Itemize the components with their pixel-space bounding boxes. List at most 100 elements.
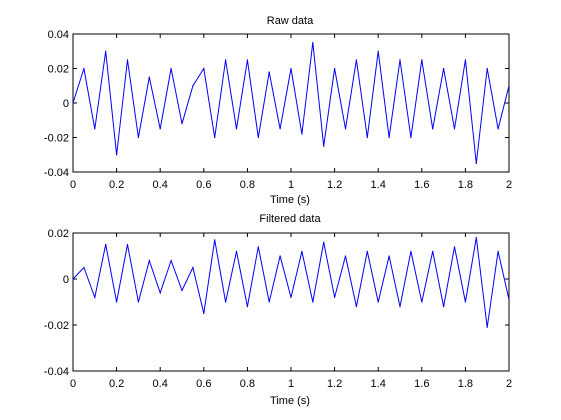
raw-data-data-point xyxy=(464,59,466,61)
raw-data-data-point xyxy=(443,67,445,70)
filtered-data-data-point xyxy=(323,241,325,243)
raw-data-data-point xyxy=(355,59,357,61)
raw-data-data-point xyxy=(279,128,281,130)
filtered-data-data-point xyxy=(83,266,85,269)
filtered-data-data-point xyxy=(399,306,401,308)
filtered-data-xtick-label: 1.4 xyxy=(371,378,386,390)
filtered-data-xtick-label: 0.6 xyxy=(196,378,211,390)
raw-data-axes-box xyxy=(72,33,510,173)
raw-data-data-point xyxy=(334,67,336,70)
raw-data-data-point xyxy=(410,136,412,139)
filtered-data-data-point xyxy=(159,292,161,294)
raw-data-data-point xyxy=(453,128,456,130)
filtered-data-data-point xyxy=(443,306,445,308)
raw-data-ytick-label: 0.04 xyxy=(48,29,69,41)
raw-data-data-point xyxy=(94,128,96,130)
filtered-data-data-point xyxy=(137,301,139,303)
raw-data-data-point xyxy=(170,67,172,70)
filtered-data-data-point xyxy=(94,296,96,298)
filtered-data-data-point xyxy=(421,301,423,303)
raw-data-data-point xyxy=(83,67,85,70)
filtered-data-data-point xyxy=(344,255,347,257)
filtered-data-data-point xyxy=(453,246,456,248)
filtered-data-xticks: 0 0.2 0.4 0.6 0.8 1 1.2 1.4 1.6 1.8 2 xyxy=(70,233,512,390)
filtered-data-data-point xyxy=(279,255,281,257)
filtered-data-data-point xyxy=(410,250,412,252)
filtered-data-xtick-label: 1.2 xyxy=(327,378,342,390)
raw-data-xtick-label: 0.2 xyxy=(109,179,124,191)
raw-data-ytick-label: -0.02 xyxy=(44,133,69,145)
filtered-data-data-point xyxy=(116,301,118,303)
raw-data-data-point xyxy=(214,136,216,139)
filtered-data-data-point xyxy=(312,301,314,303)
raw-data-xtick-label: 1 xyxy=(288,179,294,191)
raw-data-data-point xyxy=(421,59,423,61)
raw-data-data-point xyxy=(344,128,347,130)
raw-data-data-point xyxy=(399,59,401,61)
filtered-data-data-point xyxy=(355,306,357,308)
filtered-data-data-point xyxy=(388,255,390,257)
raw-data-xtick-label: 0.8 xyxy=(240,179,255,191)
filtered-data-data-point xyxy=(203,312,205,315)
filtered-data-xtick-label: 1.6 xyxy=(414,378,429,390)
filtered-data-data-point xyxy=(377,301,379,303)
raw-data-xtick-label: 1.8 xyxy=(458,179,473,191)
raw-data-data-point xyxy=(497,128,499,130)
raw-data-data-point xyxy=(268,71,270,73)
filtered-data-xtick-label: 0.8 xyxy=(240,378,255,390)
filtered-data-data-point xyxy=(257,246,259,248)
raw-data-xtick-label: 0 xyxy=(70,179,76,191)
raw-data-data-point xyxy=(181,123,183,125)
filtered-data-data-point xyxy=(225,301,227,303)
filtered-data-data-point xyxy=(246,306,248,308)
filtered-data-yticks: -0.04 -0.02 0 0.02 xyxy=(44,228,509,378)
filtered-data-data-point xyxy=(508,299,510,301)
raw-data-yticks: -0.04 -0.02 0 0.02 0.04 xyxy=(44,29,509,179)
raw-data-data-point xyxy=(126,59,129,61)
filtered-data-xtick-label: 2 xyxy=(506,378,512,390)
filtered-data-ytick-label: 0 xyxy=(63,274,69,286)
raw-data-data-point xyxy=(116,154,118,156)
filtered-data-panel: Filtered data 0 0.2 0.4 0.6 0.8 1 1.2 1.4 1.6 1.8… xyxy=(44,213,512,407)
filtered-data-series-layer xyxy=(72,237,510,328)
filtered-data-data-point xyxy=(235,250,238,252)
raw-data-data-point xyxy=(301,133,303,135)
filtered-data-data-point xyxy=(126,243,129,246)
raw-data-xlabel: Time (s) xyxy=(270,194,310,206)
raw-data-xtick-label: 2 xyxy=(506,179,512,191)
raw-data-xticks: 0 0.2 0.4 0.6 0.8 1 1.2 1.4 1.6 1.8 2 xyxy=(70,34,512,191)
raw-data-ytick-label: 0.02 xyxy=(48,64,69,76)
raw-data-xtick-label: 1.6 xyxy=(414,179,429,191)
raw-data-ytick-label: -0.04 xyxy=(44,167,69,179)
filtered-data-ytick-label: 0.02 xyxy=(48,228,69,240)
raw-data-title: Raw data xyxy=(267,15,314,27)
filtered-data-xtick-label: 0 xyxy=(70,378,76,390)
filtered-data-xtick-label: 0.2 xyxy=(109,378,124,390)
raw-data-data-point xyxy=(148,76,150,78)
raw-data-data-point xyxy=(192,85,194,87)
filtered-data-data-point xyxy=(301,250,303,252)
filtered-data-data-point xyxy=(105,243,107,246)
raw-data-xtick-label: 1.2 xyxy=(327,179,342,191)
raw-data-xtick-label: 1.4 xyxy=(371,179,386,191)
raw-data-xtick-label: 0.4 xyxy=(153,179,168,191)
filtered-data-data-point xyxy=(290,296,292,298)
filtered-data-data-point xyxy=(148,260,150,262)
filtered-data-data-point xyxy=(214,239,216,241)
raw-data-data-point xyxy=(486,67,488,70)
filtered-data-data-point xyxy=(486,326,488,328)
filtered-data-title: Filtered data xyxy=(259,213,321,225)
raw-data-data-point xyxy=(137,136,139,139)
raw-data-data-point xyxy=(377,50,379,52)
filtered-data-xtick-label: 1 xyxy=(288,378,294,390)
filtered-data-data-point xyxy=(432,250,434,252)
filtered-data-ytick-label: -0.02 xyxy=(44,320,69,332)
raw-data-data-point xyxy=(432,128,434,130)
raw-data-data-point xyxy=(323,145,325,147)
filtered-data-data-point xyxy=(334,296,336,298)
filtered-data-data-point xyxy=(366,250,368,252)
raw-data-data-point xyxy=(475,162,477,164)
filtered-data-ytick-label: -0.04 xyxy=(44,366,69,378)
raw-data-data-point xyxy=(159,128,161,130)
raw-data-data-point xyxy=(508,85,510,87)
